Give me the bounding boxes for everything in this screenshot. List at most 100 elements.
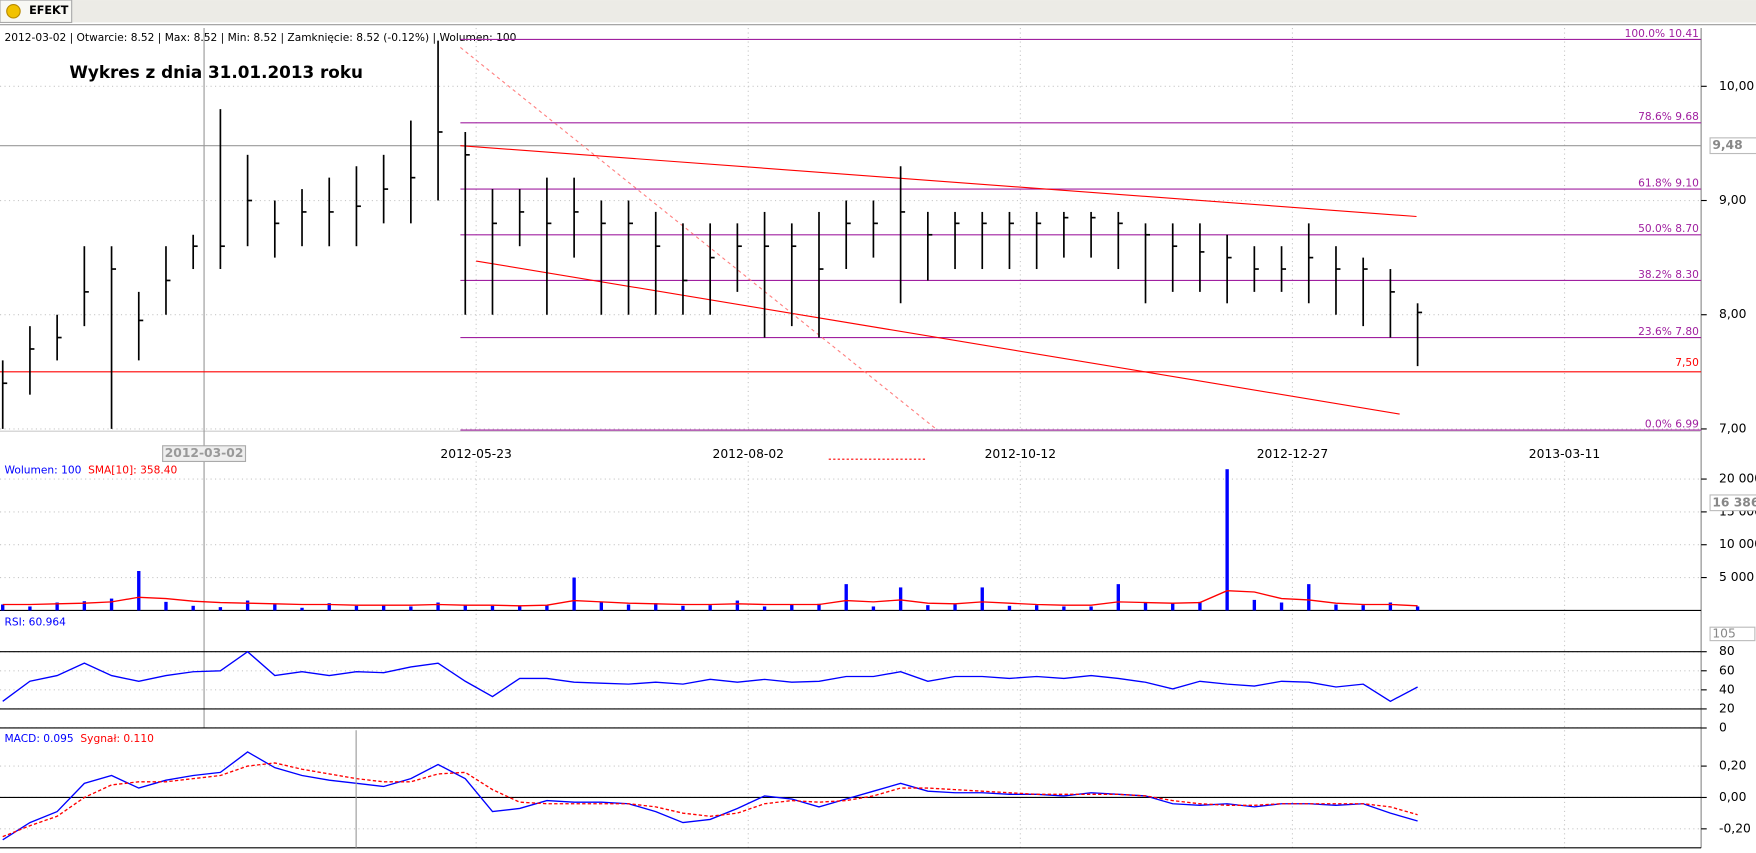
bar [735,600,740,611]
cursor-label: 2012-03-02 [165,446,244,460]
bar [490,605,495,611]
note: 105 [1712,626,1735,640]
series-line [2,590,1418,607]
y-tick-label: 60 [1719,663,1735,677]
trend-line [460,47,937,430]
bar [436,602,440,611]
bar [354,605,359,611]
bar [1415,606,1420,611]
fib-label: 38.2% 8.30 [1638,268,1699,281]
bar [980,587,984,611]
y-tick-label: 20 [1719,701,1735,715]
y-tick-label: 5 000 [1719,570,1754,584]
bar [273,604,277,611]
trend-line [476,260,1400,415]
bar [1034,605,1039,611]
support-label: 7,50 [1675,356,1699,369]
bar [790,604,794,611]
bar [572,577,576,611]
bar [1361,605,1365,611]
bar [245,600,250,611]
bar [1116,584,1120,611]
bar [871,606,876,611]
bar [1007,605,1012,611]
y-tick-label: 0,00 [1719,790,1746,804]
bar [545,605,549,611]
y-tick-label: 10 000 [1719,537,1756,551]
x-tick-label: 2013-03-11 [1529,447,1600,461]
y-tick-label: 9,00 [1719,193,1746,207]
bar [164,601,168,611]
cursor-box [1709,494,1756,512]
fib-label: 78.6% 9.68 [1638,110,1699,123]
bar [218,607,223,611]
x-tick-label: 2012-10-12 [985,447,1056,461]
bar [381,604,386,611]
bar [109,598,114,611]
bar [708,605,712,611]
bar [28,606,32,611]
bar [191,605,195,611]
bar [1198,601,1202,611]
tab-bar [0,0,1756,23]
legend-entry: Sygnał: 0.110 [80,732,154,745]
info-line: 2012-03-02 | Otwarcie: 8.52 | Max: 8.52 … [4,31,516,44]
bar [1089,606,1093,611]
bar [1143,602,1148,611]
tab-label[interactable]: EFEKT [29,4,69,17]
bar [1062,606,1066,611]
x-tick-label: 2012-12-27 [1257,447,1328,461]
bar [599,601,604,611]
y-tick-label: -0,20 [1719,821,1751,835]
note-box [1709,626,1756,642]
bar [1171,603,1175,611]
annotation: Wykres z dnia 31.01.2013 roku [69,62,363,82]
y-tick-label: 40 [1719,682,1735,696]
series-line [2,762,1418,838]
y-tick-label: 0 [1719,720,1727,734]
legend-entry: RSI: 60.964 [4,616,66,629]
bar [82,601,87,611]
bar [1279,602,1284,611]
legend-entry: Wolumen: 100 [4,463,81,476]
cursor-label: 16 386 [1712,495,1756,509]
bar [1252,599,1257,611]
bar [463,604,467,611]
y-tick-label: 8,00 [1719,307,1746,321]
bar [654,603,658,611]
y-tick-label: 7,00 [1719,421,1746,435]
bar [1334,604,1338,611]
tab-icon [6,3,21,19]
bar [137,570,141,611]
bar [55,602,59,611]
bar [817,603,821,611]
fib-label: 50.0% 8.70 [1638,222,1699,235]
series-line [2,650,1418,703]
y-tick-label: 0,20 [1719,759,1746,773]
bar [681,605,685,611]
bar [626,604,631,611]
cursor-label: 9,48 [1712,138,1742,152]
trend-line [460,145,1417,218]
series-line [2,751,1418,841]
bar [1388,602,1393,611]
fib-label: 61.8% 9.10 [1638,176,1699,189]
bar [518,606,522,611]
fib-label: 100.0% 10.41 [1625,27,1699,40]
x-tick-label: 2012-08-02 [713,447,784,461]
bar [926,605,930,611]
y-tick-label: 20 000 [1719,472,1756,486]
legend-entry: MACD: 0.095 [4,732,73,745]
bar [762,606,767,611]
bar [844,584,848,611]
legend-entry: SMA[10]: 358.40 [88,463,177,476]
fib-label: 23.6% 7.80 [1638,325,1699,338]
bar [953,604,957,611]
bar [1307,584,1311,611]
x-tick-label: 2012-05-23 [440,447,511,461]
y-tick-label: 10,00 [1719,79,1754,93]
bar [300,607,304,611]
cursor-box [162,445,247,463]
